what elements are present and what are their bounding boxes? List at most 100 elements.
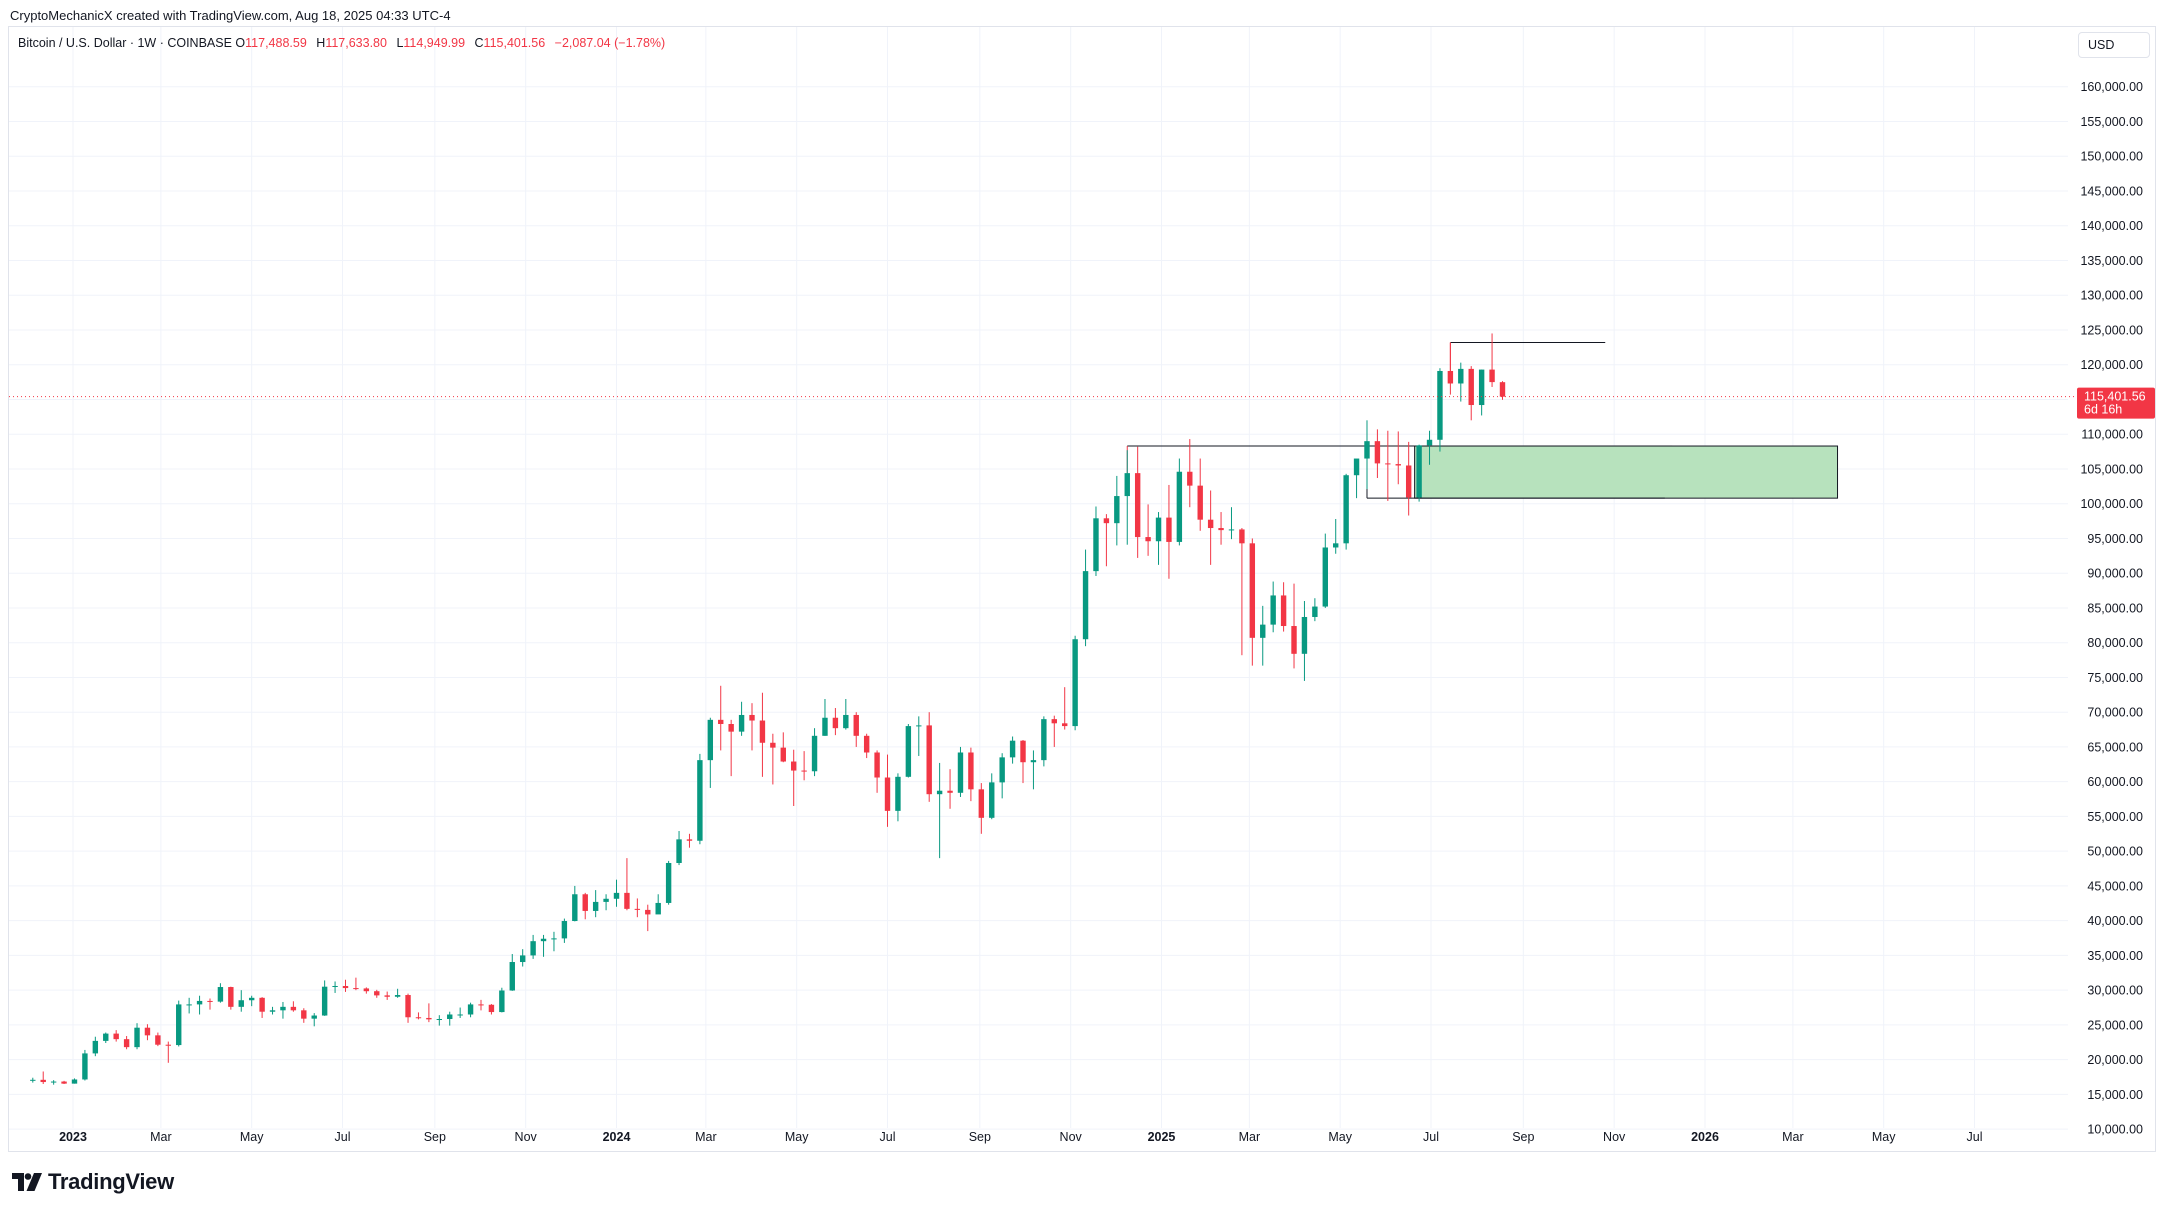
candle-body [686,839,693,841]
time-tick-label: Mar [695,1130,717,1144]
time-tick-label: 2025 [1148,1130,1176,1144]
candle-up [519,949,526,967]
candle-body [1124,473,1130,497]
time-tick-label: Jul [1967,1130,1983,1144]
candle-up [1072,635,1078,731]
symbol-legend: Bitcoin / U.S. Dollar · 1W · COINBASE O1… [18,36,671,50]
candle-body [311,1015,317,1019]
candle-down [61,1080,67,1084]
candle-body [791,761,797,771]
candle-down [1395,431,1401,485]
candle-body [645,909,651,915]
open-label: O [235,36,246,50]
candle-up [1437,368,1443,452]
candle-up [1301,601,1308,681]
time-tick-label: Jul [335,1130,351,1144]
candle-body [134,1027,140,1048]
price-tick-label: 45,000.00 [2087,879,2143,893]
candle-up [1228,507,1235,540]
candle-body [92,1040,99,1054]
candle-up [1333,518,1339,554]
candle-body [103,1033,109,1041]
candle-down [374,989,380,998]
time-axis: 2023 Mar May Jul Sep Nov 2024 Mar May Jul Sep Nov 20… [59,1130,1982,1144]
candle-up [1176,458,1183,546]
tradingview-logo[interactable]: TradingView [12,1169,174,1195]
candle-body [530,941,536,956]
candle-up [30,1077,36,1083]
candle-down [155,1032,161,1047]
candle-body [843,714,849,729]
candle-down [40,1071,46,1084]
price-tick-label: 160,000.00 [2080,80,2143,94]
candle-up [467,1002,474,1018]
candle-body [1082,571,1089,640]
candle-body [1270,595,1276,625]
candle-up [186,997,192,1014]
candle-body [332,985,338,987]
candle-body [1364,441,1370,459]
candle-body [1301,616,1308,654]
candle-body [853,714,859,736]
candle-down [832,708,839,736]
candle-up [895,773,901,822]
price-tick-label: 15,000.00 [2087,1088,2143,1102]
candle-body [561,921,568,939]
candle-body [196,1000,203,1005]
chart-pane[interactable] [8,26,2156,1152]
time-tick-label: Mar [150,1130,172,1144]
candle-down [405,993,411,1023]
candle-up [561,918,568,943]
price-badge-box [2077,387,2155,419]
price-tick-label: 105,000.00 [2080,462,2143,476]
candle-body [1145,537,1151,542]
candle-body [488,1004,495,1013]
candle-up [1260,605,1266,666]
candle-up [1353,458,1360,499]
candle-down [874,750,880,793]
candle-up [436,1015,443,1026]
candle-up [843,698,849,730]
candle-body [874,752,880,778]
candle-body [1322,547,1328,607]
candle-body [957,752,964,793]
candle-body [144,1027,151,1036]
candle-up [1009,736,1016,764]
candle-body [353,988,359,990]
candle-down [686,833,693,848]
candle-up [738,701,745,736]
price-axis: 160,000.00 155,000.00 150,000.00 145,000.00… [2080,80,2143,1136]
price-tick-label: 75,000.00 [2087,671,2143,685]
candle-body [30,1079,36,1081]
candle-down [1020,739,1026,784]
candle-down [228,986,234,1010]
candle-body [499,990,505,1013]
candle-down [1166,484,1172,579]
brand-name: TradingView [48,1169,174,1194]
symbol-name: Bitcoin / U.S. Dollar · 1W · COINBASE [18,36,232,50]
candle-body [1260,624,1266,638]
candle-down [791,749,797,807]
candle-body [895,776,901,811]
candle-body [342,985,349,989]
price-tick-label: 85,000.00 [2087,601,2143,615]
candle-up [92,1036,99,1057]
candle-up [1114,475,1120,546]
candle-down [1447,342,1454,395]
candle-down [123,1036,130,1050]
candle-down [1187,439,1193,508]
candle-body [1499,382,1506,397]
candle-body [738,714,745,732]
chart-attribution: CryptoMechanicX created with TradingView… [10,8,451,23]
price-tick-label: 55,000.00 [2087,810,2143,824]
price-tick-label: 10,000.00 [2087,1123,2143,1137]
candle-down [1468,366,1474,421]
currency-selector[interactable]: USD [2078,32,2150,58]
candle-up [103,1032,109,1043]
candle-body [1020,740,1026,763]
candle-body [426,1017,432,1020]
candle-body [655,902,661,915]
candle-body [1093,518,1099,572]
candle-up [509,954,515,991]
